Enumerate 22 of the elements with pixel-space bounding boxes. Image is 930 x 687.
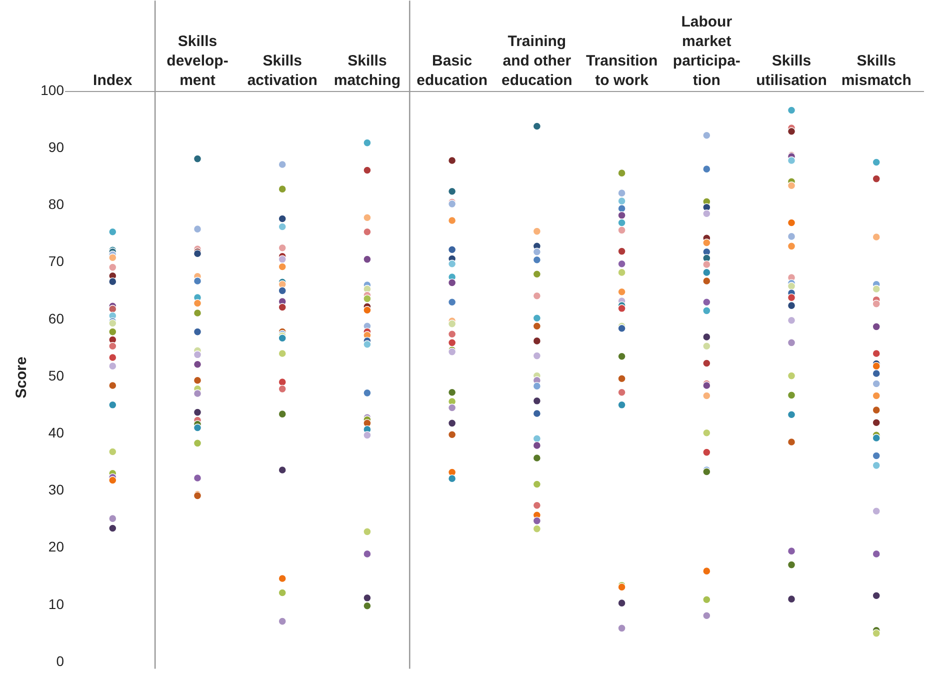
y-tick-label: 10	[48, 596, 64, 612]
x-tick-label: Transition to work	[586, 52, 658, 89]
y-tick-label: 30	[48, 482, 64, 498]
y-tick-label: 80	[48, 196, 64, 212]
y-tick-label: 40	[48, 424, 64, 440]
y-tick-label: 100	[40, 82, 64, 98]
y-tick-label: 70	[48, 253, 64, 270]
x-tick-label: Training and other education	[502, 32, 572, 89]
y-tick-label: 90	[48, 139, 64, 155]
y-tick-label: 0	[56, 652, 64, 669]
x-tick-label: Skills utilisation	[756, 52, 827, 89]
x-tick-label: Skills matching	[334, 52, 401, 89]
x-tick-label: Index	[93, 72, 133, 89]
y-tick-label: 20	[48, 538, 64, 555]
x-tick-label: Labour market participa- tion	[672, 13, 740, 89]
x-tick-label: Skills activation	[247, 52, 318, 89]
x-tick-label: Skills develop- ment	[166, 32, 228, 89]
x-tick-label: Skills mismatch	[841, 52, 912, 89]
y-tick-label: 50	[48, 367, 64, 384]
y-tick-label: 60	[48, 310, 64, 326]
y-axis-title: Score	[12, 356, 30, 398]
x-tick-label: Basic education	[416, 52, 488, 89]
